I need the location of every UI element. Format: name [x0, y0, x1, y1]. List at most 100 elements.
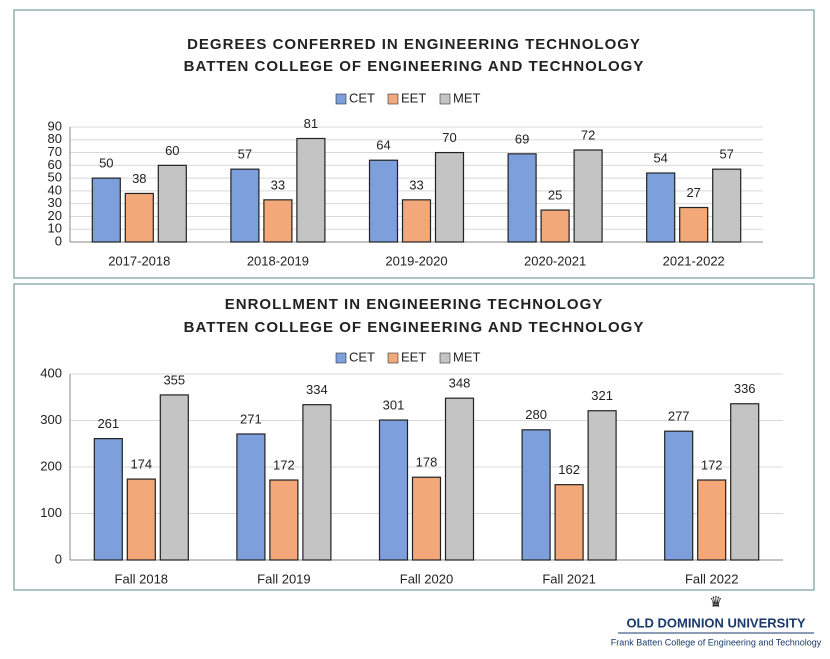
bar: [93, 438, 123, 561]
x-tick-label: 2018-2019: [247, 253, 309, 268]
bar: [444, 397, 475, 561]
bar: [712, 168, 742, 243]
x-tick-label: Fall 2020: [400, 571, 453, 586]
value-label: 38: [132, 171, 146, 186]
legend-swatch: [335, 352, 347, 364]
legend-swatch: [387, 352, 399, 364]
bar: [378, 419, 409, 561]
legend-label: MET: [453, 349, 481, 364]
legend-label: EET: [401, 90, 426, 105]
y-tick-label: 400: [40, 365, 62, 380]
legend-label: EET: [401, 349, 426, 364]
bar: [679, 206, 709, 243]
value-label: 172: [273, 457, 295, 472]
value-label: 355: [163, 372, 185, 387]
bar: [646, 172, 676, 243]
logo-icon: ♛: [709, 594, 722, 611]
value-label: 57: [719, 147, 733, 162]
y-tick-label: 90: [48, 118, 62, 133]
bar: [521, 429, 551, 561]
bar: [157, 164, 187, 243]
value-label: 57: [238, 147, 252, 162]
bar: [124, 192, 154, 243]
value-label: 64: [376, 138, 390, 153]
y-tick-label: 60: [48, 157, 62, 172]
bar: [730, 403, 760, 561]
legend-swatch: [387, 93, 399, 105]
y-tick-label: 20: [48, 208, 62, 223]
y-tick-label: 100: [40, 505, 62, 520]
bar: [263, 199, 293, 243]
legend-swatch: [335, 93, 347, 105]
y-tick-label: 10: [48, 221, 62, 236]
bar: [697, 479, 727, 561]
value-label: 334: [306, 382, 328, 397]
bar: [554, 484, 584, 561]
value-label: 33: [409, 177, 423, 192]
value-label: 174: [130, 457, 152, 472]
value-label: 321: [591, 388, 613, 403]
y-tick-label: 300: [40, 412, 62, 427]
bar: [587, 410, 617, 561]
y-tick-label: 70: [48, 144, 62, 159]
x-tick-label: 2020-2021: [524, 253, 586, 268]
y-tick-label: 80: [48, 131, 62, 146]
value-label: 162: [558, 462, 580, 477]
bar: [664, 430, 694, 561]
bar: [411, 476, 442, 561]
value-label: 336: [734, 381, 756, 396]
bar: [296, 137, 326, 243]
bar: [401, 199, 432, 243]
chart-title: DEGREES CONFERRED IN ENGINEERING TECHNOL…: [187, 36, 641, 53]
bar: [91, 177, 121, 243]
value-label: 81: [304, 116, 318, 131]
value-label: 54: [653, 150, 667, 165]
value-label: 178: [416, 455, 438, 470]
bar: [159, 394, 189, 561]
value-label: 25: [548, 187, 562, 202]
bar: [126, 478, 156, 561]
value-label: 50: [99, 156, 113, 171]
logo-name: OLD DOMINION UNIVERSITY: [626, 615, 805, 630]
y-tick-label: 50: [48, 170, 62, 185]
legend-label: CET: [349, 90, 375, 105]
bar: [302, 404, 332, 561]
y-tick-label: 0: [55, 233, 62, 248]
y-tick-label: 40: [48, 182, 62, 197]
x-tick-label: Fall 2021: [542, 571, 595, 586]
x-tick-label: 2019-2020: [385, 253, 447, 268]
x-tick-label: Fall 2018: [115, 571, 168, 586]
bar: [230, 168, 260, 243]
value-label: 27: [686, 185, 700, 200]
legend-label: MET: [453, 90, 481, 105]
chart-subtitle: BATTEN COLLEGE OF ENGINEERING AND TECHNO…: [184, 319, 645, 336]
y-tick-label: 0: [55, 551, 62, 566]
value-label: 70: [442, 130, 456, 145]
value-label: 172: [701, 457, 723, 472]
value-label: 72: [581, 127, 595, 142]
legend-label: CET: [349, 349, 375, 364]
value-label: 271: [240, 411, 262, 426]
legend-swatch: [439, 352, 451, 364]
bar: [507, 153, 537, 243]
y-tick-label: 200: [40, 458, 62, 473]
bar: [540, 209, 570, 243]
x-tick-label: Fall 2019: [257, 571, 310, 586]
value-label: 60: [165, 143, 179, 158]
value-label: 301: [383, 397, 405, 412]
value-label: 277: [668, 409, 690, 424]
value-label: 33: [271, 177, 285, 192]
value-label: 261: [97, 416, 119, 431]
chart-subtitle: BATTEN COLLEGE OF ENGINEERING AND TECHNO…: [184, 58, 645, 75]
value-label: 280: [525, 407, 547, 422]
value-label: 348: [449, 376, 471, 391]
bar: [368, 159, 399, 243]
value-label: 69: [515, 131, 529, 146]
x-tick-label: 2017-2018: [108, 253, 170, 268]
chart-title: ENROLLMENT IN ENGINEERING TECHNOLOGY: [225, 296, 604, 313]
legend-swatch: [439, 93, 451, 105]
y-tick-label: 30: [48, 195, 62, 210]
bar: [573, 149, 603, 243]
bar: [269, 479, 299, 561]
